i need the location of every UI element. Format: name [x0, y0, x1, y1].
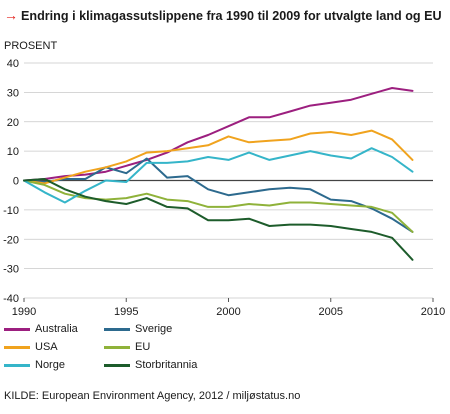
- series-line-australia: [23, 87, 414, 182]
- y-tick-label: -30: [3, 264, 19, 276]
- x-tick-label: 1995: [114, 306, 138, 318]
- y-tick-label: -40: [3, 293, 19, 305]
- source-note: KILDE: European Environment Agency, 2012…: [4, 390, 301, 402]
- legend-swatch: [4, 346, 30, 349]
- series-line-sverige: [23, 157, 414, 233]
- y-axis-unit-label: PROSENT: [4, 40, 58, 52]
- series-line-eu: [23, 179, 414, 233]
- y-tick-label: -20: [3, 234, 19, 246]
- x-tick-label: 2010: [421, 306, 445, 318]
- y-tick-label: 0: [13, 176, 19, 188]
- series-line-usa: [23, 129, 414, 185]
- legend: Australia Sverige USA EU Norge Storbritannia: [4, 322, 444, 378]
- legend-swatch: [4, 328, 30, 331]
- legend-item-australia: Australia: [4, 322, 100, 336]
- x-tick-label: 2005: [319, 306, 343, 318]
- legend-swatch: [4, 364, 30, 367]
- legend-label: Sverige: [135, 323, 173, 335]
- y-tick-label: 40: [7, 58, 19, 70]
- x-tick-label: 2000: [216, 306, 240, 318]
- legend-swatch: [104, 328, 130, 331]
- series-line-norge: [23, 147, 414, 204]
- legend-label: Norge: [35, 359, 65, 371]
- y-tick-label: 10: [7, 146, 19, 158]
- legend-item-sverige: Sverige: [104, 322, 264, 336]
- legend-label: Australia: [35, 323, 78, 335]
- legend-swatch: [104, 346, 130, 349]
- legend-label: USA: [35, 341, 58, 353]
- chart-title-row: → Endring i klimagassutslippene fra 1990…: [4, 6, 450, 26]
- series-line-storbritannia: [23, 178, 414, 261]
- legend-item-storbritannia: Storbritannia: [104, 358, 264, 372]
- x-tick-label: 1990: [12, 306, 36, 318]
- y-tick-label: -10: [3, 205, 19, 217]
- chart-title: Endring i klimagassutslippene fra 1990 t…: [21, 9, 442, 23]
- arrow-icon: →: [4, 7, 18, 23]
- y-tick-label: 20: [7, 117, 19, 129]
- legend-swatch: [104, 364, 130, 367]
- legend-label: Storbritannia: [135, 359, 198, 371]
- legend-item-eu: EU: [104, 340, 264, 354]
- legend-item-norge: Norge: [4, 358, 100, 372]
- legend-label: EU: [135, 341, 151, 353]
- legend-item-usa: USA: [4, 340, 100, 354]
- y-tick-label: 30: [7, 87, 19, 99]
